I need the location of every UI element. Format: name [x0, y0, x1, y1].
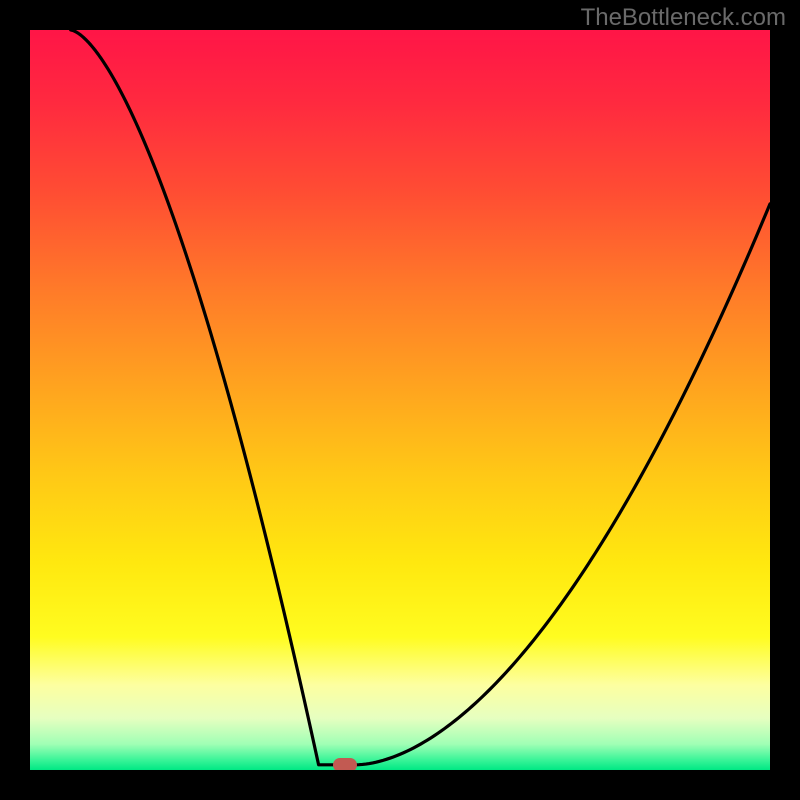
chart-stage: TheBottleneck.com	[0, 0, 800, 800]
optimum-marker	[333, 758, 357, 770]
bottleneck-curve	[30, 30, 770, 770]
watermark-text: TheBottleneck.com	[581, 4, 786, 32]
plot-area	[30, 30, 770, 770]
